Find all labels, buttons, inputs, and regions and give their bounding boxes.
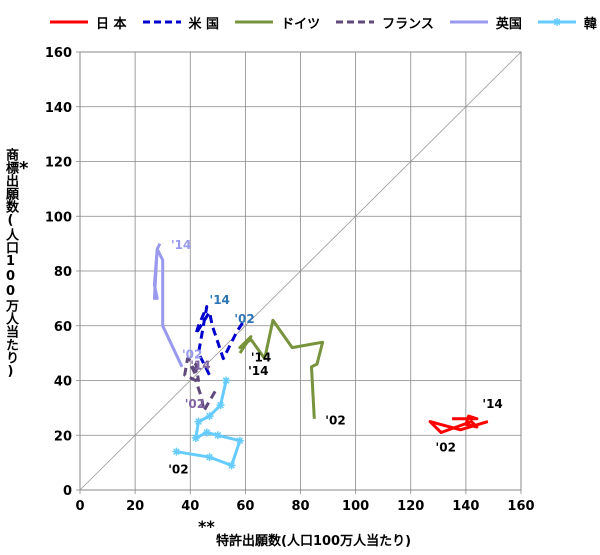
year-annotation: '14 <box>248 364 268 378</box>
series-line-2 <box>238 318 325 419</box>
legend-label: 韓 国 <box>583 16 600 32</box>
legend-label: ドイツ <box>281 16 321 32</box>
year-annotation: '02 <box>168 463 188 477</box>
ylabel-mark: * <box>19 158 29 179</box>
y-tick-label: 140 <box>45 101 72 116</box>
series-point-5 <box>205 412 214 421</box>
xlabel-mark: ** <box>198 517 215 536</box>
y-tick-label: 120 <box>45 156 72 171</box>
x-tick-label: 20 <box>126 499 144 514</box>
series-point-5 <box>227 461 236 470</box>
legend-swatch <box>336 20 375 24</box>
year-annotation: '14 <box>171 238 191 252</box>
series-point-5 <box>202 428 211 437</box>
y-tick-label: 0 <box>63 484 72 499</box>
legend-swatch-marker <box>552 18 561 26</box>
series-point-5 <box>235 436 244 445</box>
series-line-3 <box>183 357 217 413</box>
year-annotation: '02 <box>182 348 202 362</box>
legend-swatch <box>537 18 576 26</box>
series-point-5 <box>213 431 222 440</box>
series-line-1 <box>194 305 244 376</box>
x-axis-label: 特許出願数(人口100万人当たり) <box>216 534 412 549</box>
series-point-5 <box>205 453 214 462</box>
legend-item: 米 国 <box>141 13 220 32</box>
x-tick-label: 60 <box>236 499 254 514</box>
year-annotation: '02 <box>234 312 254 326</box>
x-tick-label: 80 <box>291 499 309 514</box>
year-annotation: '02 <box>325 413 345 427</box>
legend-swatch <box>235 20 274 24</box>
legend: 日 本 米 国 ドイツ フランス 英国 韓 国 <box>48 10 600 34</box>
legend-item: 日 本 <box>48 13 127 32</box>
series-point-5 <box>222 376 231 385</box>
series-point-5 <box>194 417 203 426</box>
year-annotation: '02 <box>436 441 456 455</box>
y-axis-label: 商標出願数(人口100万人当たり) <box>3 148 18 379</box>
year-annotation: '14 <box>482 397 502 411</box>
y-tick-label: 40 <box>54 375 72 390</box>
x-tick-label: 40 <box>181 499 199 514</box>
legend-swatch <box>142 20 181 24</box>
y-tick-label: 20 <box>54 429 72 444</box>
series-line-0 <box>428 414 489 434</box>
x-tick-label: 120 <box>397 499 424 514</box>
series-point-5 <box>216 401 225 410</box>
x-tick-label: 100 <box>342 499 369 514</box>
legend-swatch <box>50 20 88 24</box>
y-tick-label: 60 <box>54 320 72 335</box>
y-tick-label: 160 <box>45 46 72 61</box>
series-line-4 <box>152 242 184 368</box>
year-annotation: '14 <box>251 350 271 364</box>
x-tick-label: 0 <box>75 499 84 514</box>
series-point-5 <box>172 447 181 456</box>
legend-item: フランス <box>334 13 434 32</box>
legend-label: 英国 <box>495 16 522 32</box>
year-annotation: '14 <box>210 293 230 307</box>
x-tick-label: 140 <box>452 499 479 514</box>
y-tick-label: 100 <box>45 210 72 225</box>
legend-label: 米 国 <box>188 16 220 32</box>
year-annotation: '02 <box>185 397 205 411</box>
year-annotation: '14 <box>190 359 210 373</box>
legend-label: フランス <box>382 16 434 32</box>
legend-item: ドイツ <box>233 13 320 32</box>
series-point-5 <box>191 433 200 442</box>
x-tick-label: 160 <box>507 499 534 514</box>
diagonal-reference-line <box>79 51 522 491</box>
y-tick-label: 80 <box>54 265 72 280</box>
legend-swatch <box>449 20 488 24</box>
legend-item: 韓 国 <box>536 13 600 32</box>
legend-label: 日 本 <box>96 16 127 32</box>
legend-item: 英国 <box>448 13 522 32</box>
